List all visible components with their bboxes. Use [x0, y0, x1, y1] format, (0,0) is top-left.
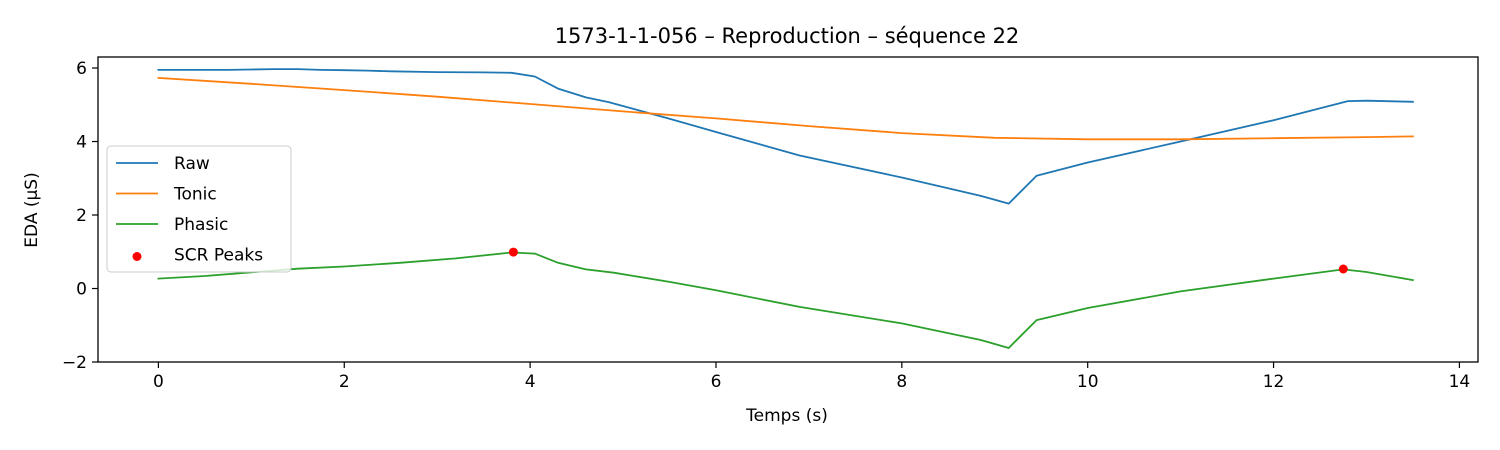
legend-label: Raw — [174, 154, 210, 174]
legend: Raw Tonic Phasic SCR Peaks — [106, 145, 292, 273]
legend-swatch-scr-peaks — [132, 252, 142, 261]
plot-area: 0 2 4 6 8 10 12 14 −2 0 2 4 6 — [62, 56, 1479, 392]
x-tick-label: 10 — [1077, 372, 1099, 392]
scr-peak-point-2 — [1338, 264, 1348, 274]
series-line-tonic — [157, 76, 1414, 141]
y-tick-label: 4 — [76, 133, 87, 153]
x-tick-label: 2 — [339, 372, 350, 392]
x-tick-label: 0 — [153, 372, 164, 392]
y-tick-label: 2 — [76, 206, 87, 226]
x-tick-label: 6 — [711, 372, 722, 392]
x-axis-label: Temps (s) — [745, 406, 828, 426]
legend-label: Tonic — [173, 185, 217, 205]
series-line-raw — [157, 68, 1414, 205]
x-tick-label: 8 — [896, 372, 907, 392]
x-tick-label: 14 — [1449, 372, 1471, 392]
legend-box — [106, 145, 292, 273]
series-line-phasic — [157, 251, 1414, 349]
x-tick-label: 4 — [525, 372, 536, 392]
scr-peak-point-1 — [508, 247, 518, 257]
series-lines — [157, 68, 1414, 349]
legend-label: Phasic — [174, 215, 228, 235]
plot-frame — [97, 56, 1479, 363]
y-tick-label: 0 — [76, 280, 87, 300]
x-tick-label: 12 — [1263, 372, 1285, 392]
y-tick-label: 6 — [76, 59, 87, 79]
legend-label: SCR Peaks — [174, 246, 263, 266]
y-axis-label: EDA (µS) — [22, 172, 42, 247]
y-tick-label: −2 — [62, 353, 87, 373]
chart-title: 1573-1-1-056 – Reproduction – séquence 2… — [555, 24, 1020, 48]
